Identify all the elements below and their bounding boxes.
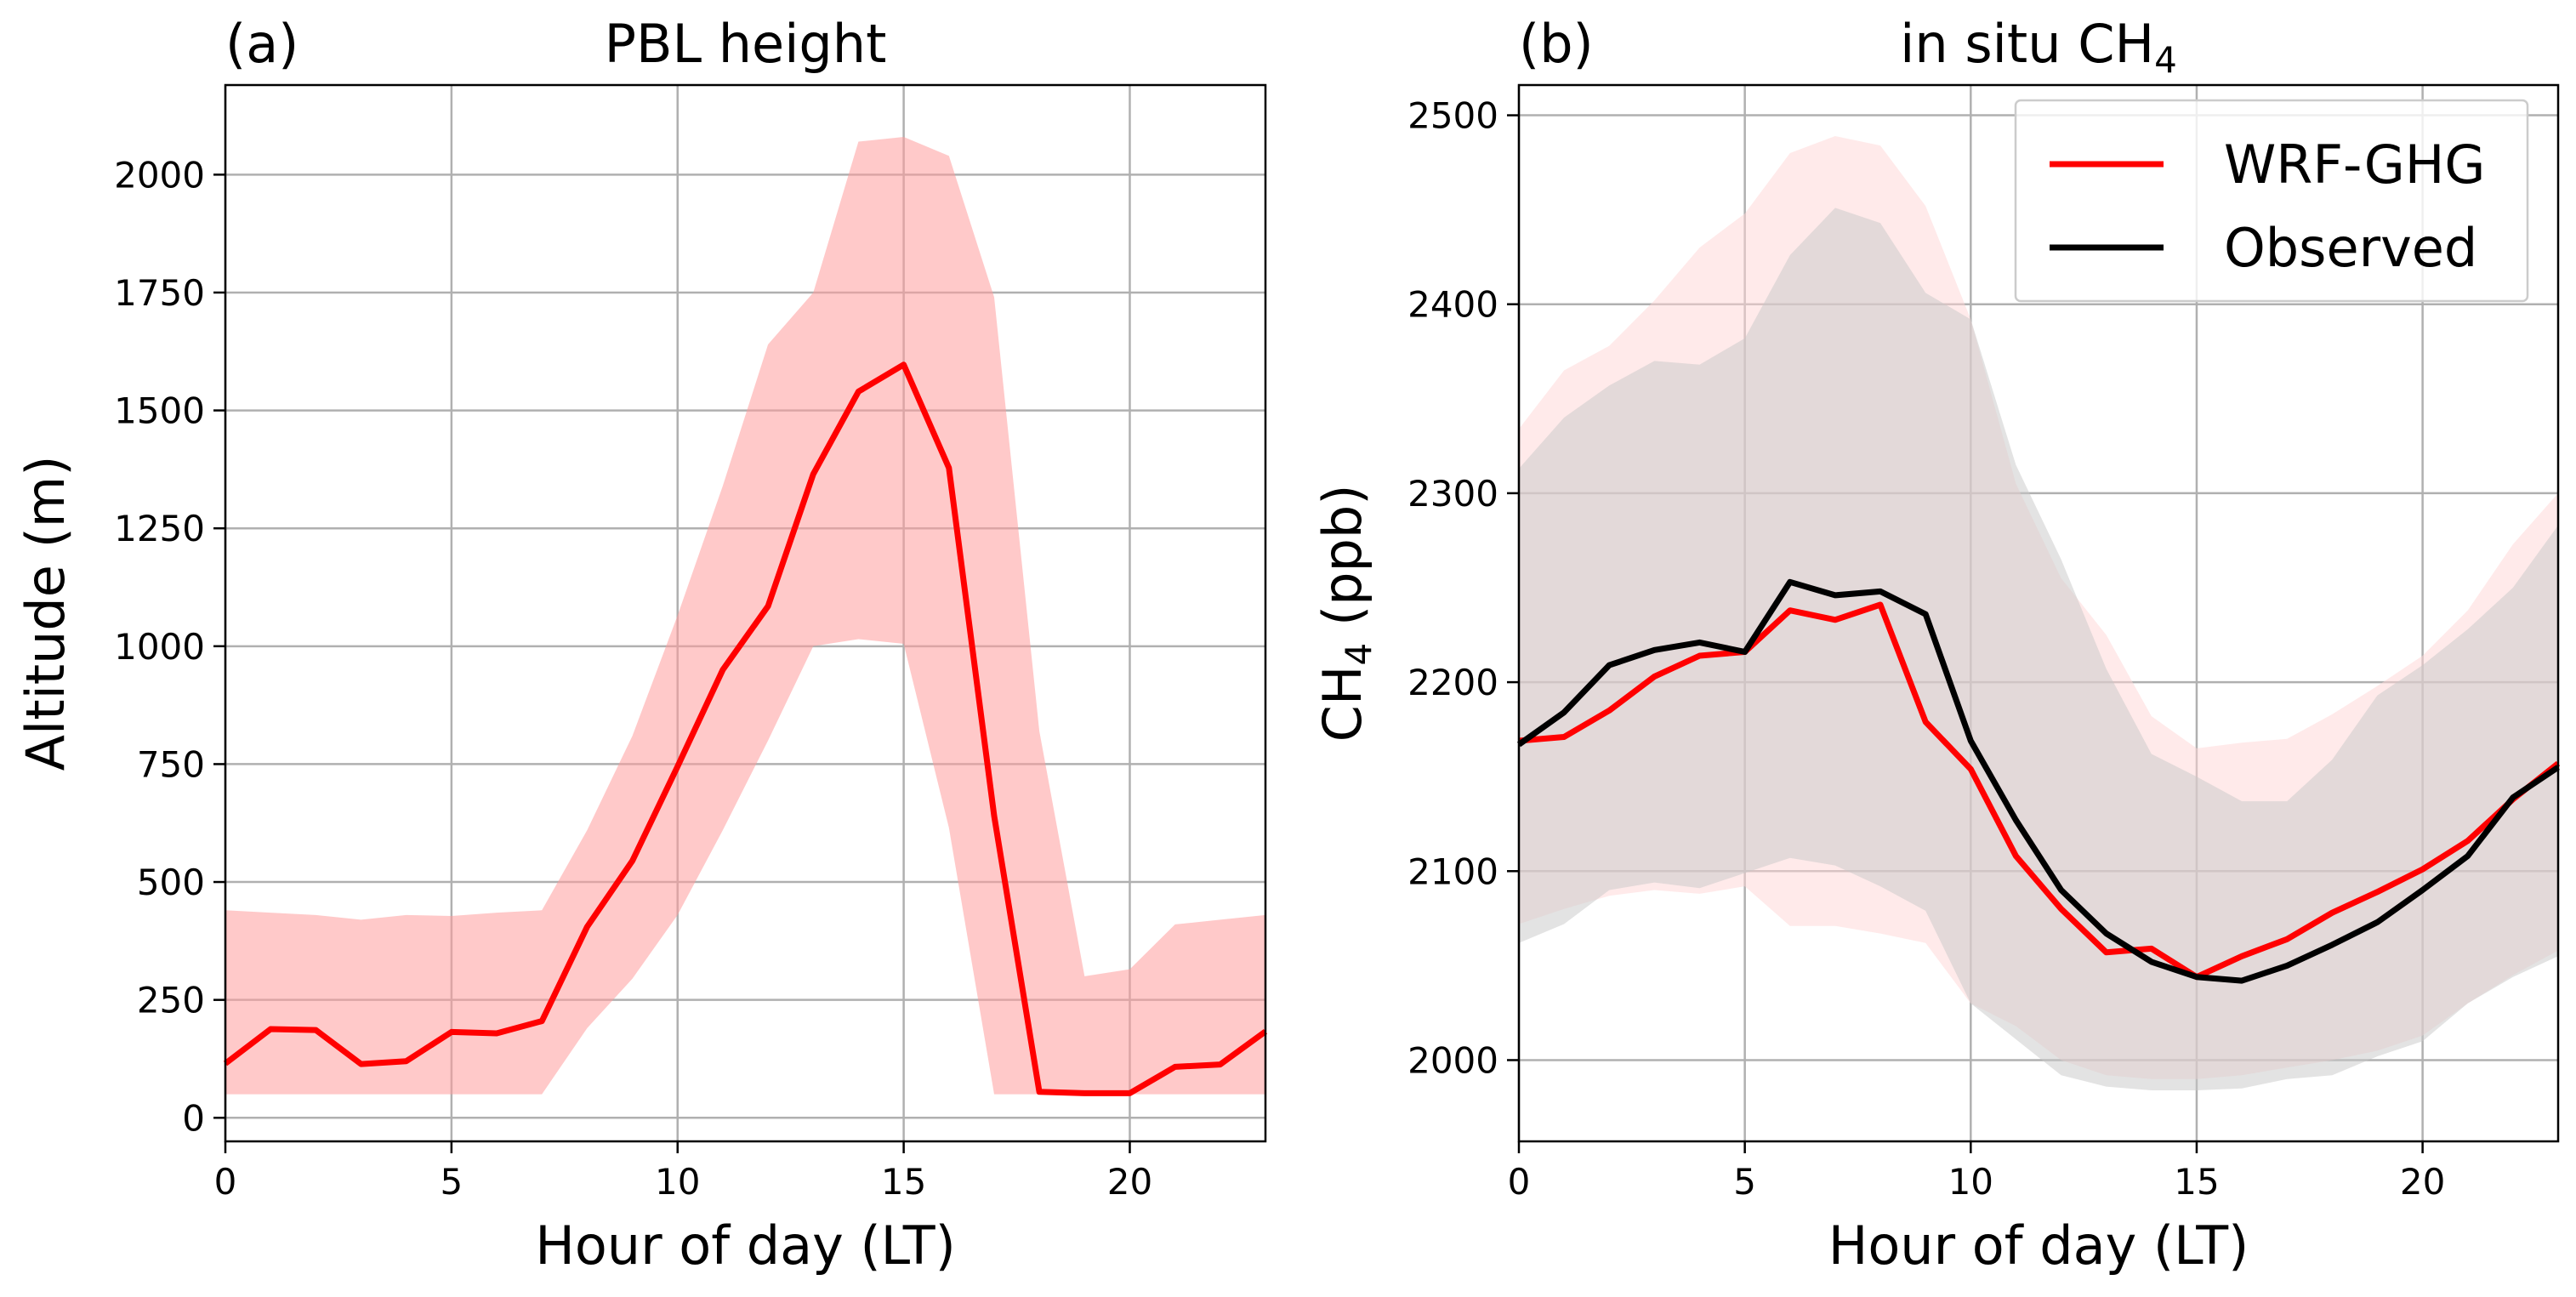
- panel-a-frame: [224, 83, 1267, 1143]
- panel-b-ylabel: CH4 (ppb): [1311, 485, 1379, 742]
- y-tick-label: 2000: [1407, 1039, 1498, 1081]
- y-tick-label: 1500: [114, 390, 205, 432]
- y-tick-label: 2100: [1407, 850, 1498, 892]
- panel-b-xlabel: Hour of day (LT): [1828, 1215, 2249, 1277]
- x-tick-label: 20: [2400, 1161, 2445, 1203]
- panel-b-frame: [1517, 83, 2560, 1143]
- x-tick-label: 5: [1733, 1161, 1756, 1203]
- series-line-series-0: [223, 361, 1268, 1096]
- x-tick-label: 10: [655, 1161, 700, 1203]
- y-tick-label: 250: [137, 980, 205, 1021]
- x-tick-label: 15: [2174, 1161, 2219, 1203]
- panel-a-ticks: 0 5 10 15 20 0 250 500 750 1000 1250 1500 1750 2000: [114, 154, 1152, 1203]
- panel-b-ylabel-suffix: (ppb): [1311, 485, 1373, 643]
- panel-b-title: in situ CH4: [1900, 13, 2177, 81]
- panel-b-ylabel-subscript: 4: [1338, 643, 1379, 666]
- y-tick-label: 1000: [114, 626, 205, 668]
- panel-b-title-main: in situ CH: [1900, 13, 2154, 75]
- range-band-series-0: [225, 137, 1265, 1095]
- panel-a-bands: [225, 137, 1265, 1095]
- y-tick-label: 1750: [114, 272, 205, 314]
- x-tick-label: 5: [441, 1161, 463, 1203]
- panel-a-lines: [223, 361, 1268, 1096]
- x-tick-label: 15: [881, 1161, 926, 1203]
- panel-b-insitu-ch4: 0 5 10 15 20 2000 2100 2200 2300 2400 2500 (b) in …: [1311, 13, 2561, 1277]
- legend: WRF-GHG Observed: [2014, 99, 2529, 303]
- y-tick-label: 2200: [1407, 662, 1498, 703]
- x-tick-label: 0: [1508, 1161, 1531, 1203]
- y-tick-label: 2400: [1407, 284, 1498, 326]
- panel-a-xlabel: Hour of day (LT): [535, 1215, 956, 1277]
- panel-b-lines: [1516, 578, 2561, 984]
- y-tick-label: 1250: [114, 508, 205, 549]
- x-tick-label: 10: [1948, 1161, 1993, 1203]
- y-tick-label: 2300: [1407, 473, 1498, 515]
- panel-b-ylabel-main: CH: [1311, 665, 1373, 742]
- series-line-observed: [1516, 578, 2560, 984]
- y-tick-label: 2000: [114, 154, 205, 196]
- legend-label-observed: Observed: [2224, 217, 2477, 279]
- panel-a-title: PBL height: [605, 13, 887, 75]
- panel-b-label: (b): [1519, 13, 1594, 75]
- y-tick-label: 2500: [1407, 95, 1498, 137]
- series-line-wrf-ghg: [1518, 601, 2561, 981]
- range-band-observed: [1519, 208, 2558, 1090]
- panel-a-pbl-height: 0 5 10 15 20 0 250 500 750 1000 1250 1500 1750 2000 (…: [14, 13, 1268, 1277]
- y-tick-label: 750: [137, 743, 205, 785]
- panel-a-label: (a): [225, 13, 299, 75]
- x-tick-label: 20: [1107, 1161, 1152, 1203]
- y-tick-label: 0: [182, 1097, 205, 1139]
- panel-b-bands: [1519, 136, 2558, 1090]
- panel-a-ylabel: Altitude (m): [14, 456, 77, 771]
- y-tick-label: 500: [137, 862, 205, 903]
- panel-b-title-subscript: 4: [2154, 39, 2177, 81]
- legend-box: [2014, 99, 2529, 303]
- legend-label-wrf-ghg: WRF-GHG: [2224, 134, 2485, 196]
- panel-b-ticks: 0 5 10 15 20 2000 2100 2200 2300 2400 2500: [1407, 95, 2445, 1203]
- x-tick-label: 0: [214, 1161, 237, 1203]
